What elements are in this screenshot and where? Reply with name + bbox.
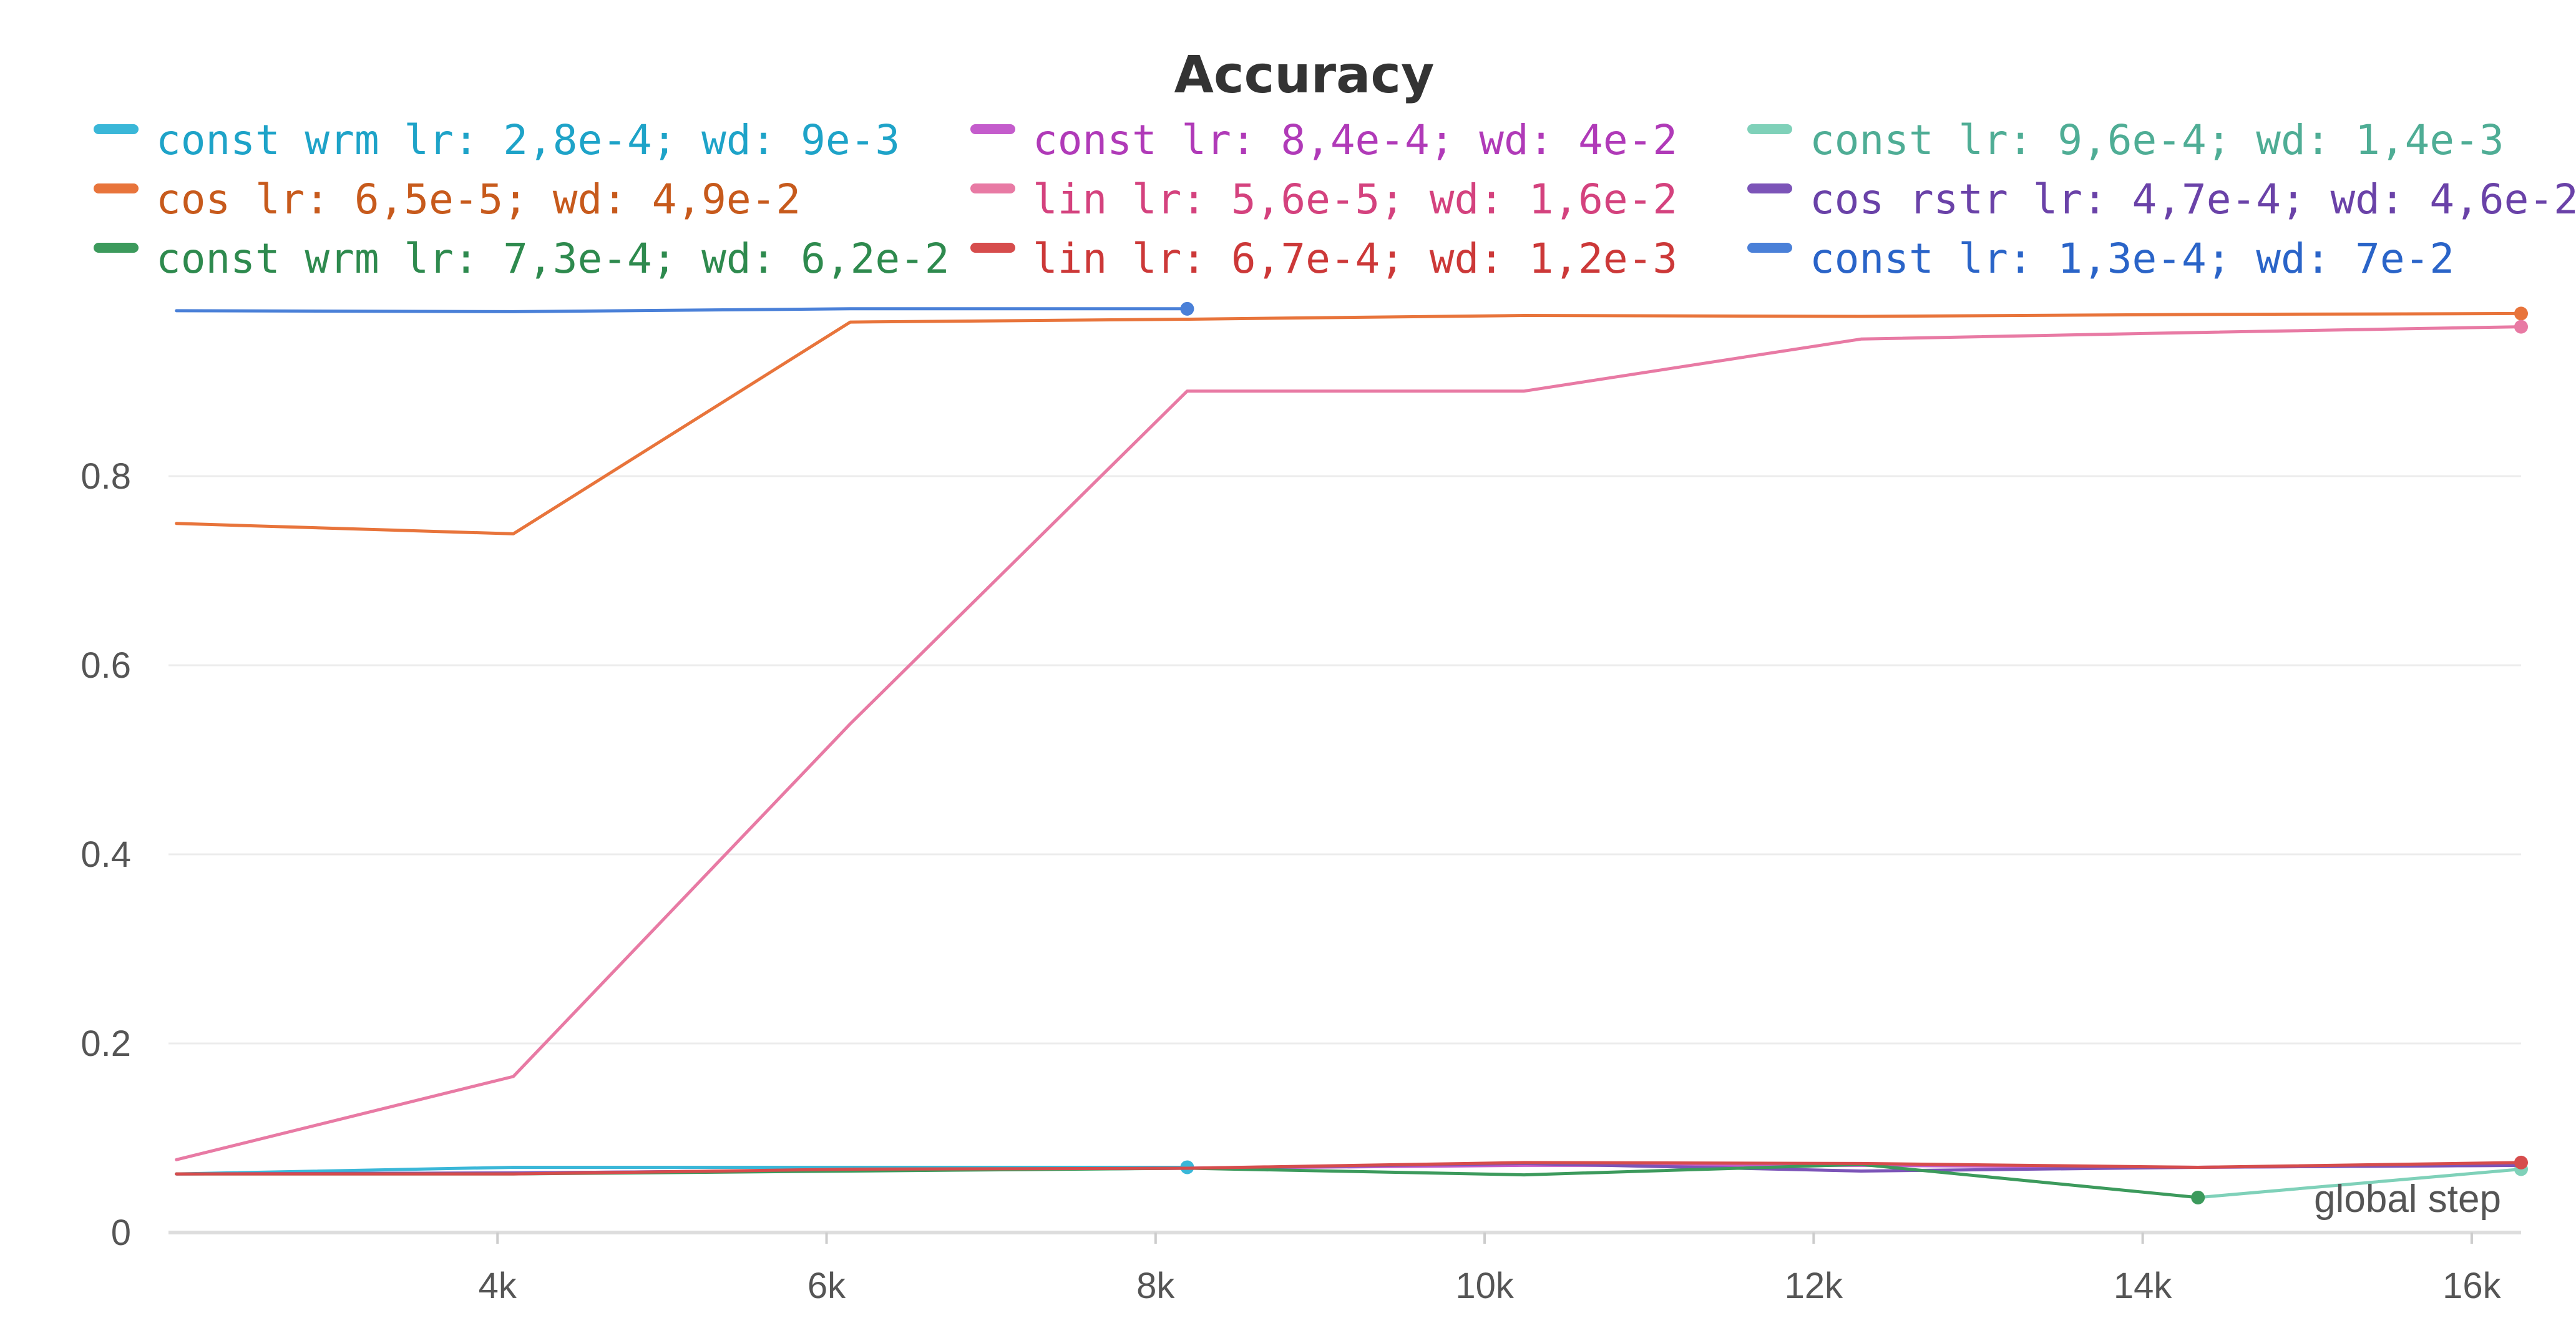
x-tick-label: 12k bbox=[1785, 1266, 1844, 1306]
legend-swatch bbox=[970, 124, 1015, 134]
x-tick-label: 10k bbox=[1455, 1266, 1515, 1306]
legend: const wrm lr: 2,8e-4; wd: 9e-3 const lr: … bbox=[94, 116, 2576, 283]
series-lines bbox=[175, 301, 2528, 1204]
series-line[interactable] bbox=[175, 325, 2523, 1161]
series-end-point bbox=[2514, 1155, 2528, 1169]
x-tick-label: 16k bbox=[2442, 1266, 2502, 1306]
legend-swatch bbox=[970, 243, 1015, 253]
legend-swatch bbox=[970, 183, 1015, 193]
series-end-point bbox=[2514, 306, 2528, 321]
legend-swatch bbox=[94, 243, 139, 253]
x-tick-label: 14k bbox=[2114, 1266, 2173, 1306]
y-tick-label: 0.6 bbox=[80, 645, 131, 686]
y-tick-label: 0.8 bbox=[80, 456, 131, 497]
x-axis-label: global step bbox=[2314, 1178, 2501, 1221]
x-tick-label: 8k bbox=[1136, 1266, 1175, 1306]
legend-entry[interactable]: const wrm lr: 2,8e-4; wd: 9e-3 bbox=[156, 116, 900, 164]
series-line[interactable] bbox=[175, 1161, 2523, 1176]
legend-entry[interactable]: lin lr: 5,6e-5; wd: 1,6e-2 bbox=[1033, 175, 1677, 223]
x-tick-label: 6k bbox=[807, 1266, 846, 1306]
y-tick-label: 0 bbox=[111, 1213, 131, 1253]
chart-title: Accuracy bbox=[1174, 46, 1435, 105]
legend-entry[interactable]: const wrm lr: 7,3e-4; wd: 6,2e-2 bbox=[156, 235, 950, 283]
series-line[interactable] bbox=[2196, 1168, 2523, 1199]
legend-swatch bbox=[1747, 124, 1792, 134]
legend-swatch bbox=[94, 124, 139, 134]
legend-entry[interactable]: const lr: 9,6e-4; wd: 1,4e-3 bbox=[1810, 116, 2504, 164]
axes: 4k 6k 8k 10k 12k 14k 16k bbox=[168, 1231, 2521, 1306]
legend-swatch bbox=[1747, 243, 1792, 253]
legend-entry[interactable]: lin lr: 6,7e-4; wd: 1,2e-3 bbox=[1033, 235, 1677, 283]
series-line[interactable] bbox=[175, 311, 2523, 535]
legend-entry[interactable]: const lr: 8,4e-4; wd: 4e-2 bbox=[1033, 116, 1677, 164]
y-tick-label: 0.2 bbox=[80, 1023, 131, 1064]
series-end-point bbox=[2191, 1190, 2205, 1204]
legend-swatch bbox=[1747, 183, 1792, 193]
legend-entry[interactable]: cos lr: 6,5e-5; wd: 4,9e-2 bbox=[156, 175, 801, 223]
series-end-point bbox=[2514, 320, 2528, 334]
y-tick-label: 0.4 bbox=[80, 834, 131, 875]
legend-entry[interactable]: cos rstr lr: 4,7e-4; wd: 4,6e-2 bbox=[1810, 175, 2576, 223]
series-end-point bbox=[1180, 301, 1194, 316]
legend-entry[interactable]: const lr: 1,3e-4; wd: 7e-2 bbox=[1810, 235, 2454, 283]
x-tick-label: 4k bbox=[479, 1266, 517, 1306]
series-line[interactable] bbox=[175, 307, 1189, 313]
gridlines: 0 0.2 0.4 0.6 0.8 bbox=[80, 456, 2521, 1253]
legend-swatch bbox=[94, 183, 139, 193]
